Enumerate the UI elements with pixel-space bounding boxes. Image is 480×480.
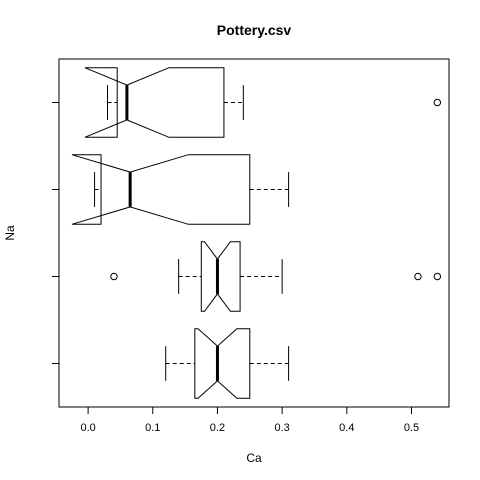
- x-axis-label: Ca: [246, 451, 262, 465]
- y-axis: [52, 102, 60, 364]
- x-tick-label: 0.1: [145, 422, 160, 434]
- outlier-point: [433, 272, 442, 281]
- box-body: [194, 328, 251, 399]
- x-axis: 0.0 0.1 0.2 0.3 0.4 0.5: [80, 406, 419, 434]
- box-body: [71, 154, 251, 225]
- outlier-point: [110, 272, 118, 281]
- chart-title: Pottery.csv: [217, 22, 292, 38]
- box-body: [84, 67, 225, 138]
- outlier-point: [414, 272, 422, 281]
- x-tick-label: 0.5: [404, 422, 419, 434]
- outlier-point: [433, 98, 442, 107]
- box-body: [200, 241, 241, 312]
- x-tick-label: 0.3: [274, 422, 289, 434]
- box-group: [71, 67, 442, 399]
- y-axis-label: Na: [3, 225, 17, 241]
- x-tick-label: 0.0: [80, 422, 95, 434]
- x-tick-label: 0.2: [210, 422, 225, 434]
- x-tick-label: 0.4: [339, 422, 354, 434]
